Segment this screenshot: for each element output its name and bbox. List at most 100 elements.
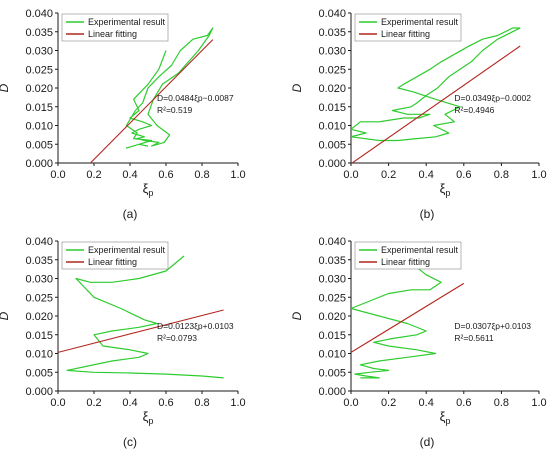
y-tick-label: 0.020 bbox=[318, 83, 346, 95]
y-tick-label: 0.010 bbox=[318, 349, 346, 361]
linear-fit-line bbox=[90, 39, 214, 163]
y-axis-label: D bbox=[0, 83, 11, 92]
y-tick-label: 0.010 bbox=[318, 121, 346, 133]
legend-label-experimental: Experimental result bbox=[88, 245, 166, 255]
fit-r-squared: R²=0.0793 bbox=[157, 333, 197, 343]
y-tick-label: 0.010 bbox=[25, 349, 53, 361]
y-tick-label: 0.015 bbox=[318, 330, 346, 342]
x-axis-label: ξp bbox=[143, 409, 154, 426]
x-tick-label: 0.0 bbox=[343, 397, 358, 409]
x-tick-label: 0.2 bbox=[86, 169, 101, 181]
x-tick-label: 0.2 bbox=[381, 169, 396, 181]
y-tick-label: 0.020 bbox=[25, 311, 53, 323]
y-tick-label: 0.030 bbox=[318, 274, 346, 286]
y-tick-label: 0.035 bbox=[25, 255, 53, 267]
x-tick-label: 1.0 bbox=[531, 397, 546, 409]
y-tick-label: 0.000 bbox=[25, 386, 53, 398]
legend-label-linear: Linear fitting bbox=[381, 29, 430, 39]
y-axis-label: D bbox=[0, 311, 11, 320]
experimental-curve bbox=[351, 255, 446, 379]
experimental-curve bbox=[125, 27, 214, 149]
x-axis-label: ξp bbox=[440, 409, 451, 426]
y-tick-label: 0.005 bbox=[318, 139, 346, 151]
y-tick-label: 0.040 bbox=[318, 236, 346, 248]
y-tick-label: 0.005 bbox=[318, 367, 346, 379]
fit-equation: D=0.0307ξp+0.0103 bbox=[454, 321, 531, 331]
panel-label: (b) bbox=[420, 207, 435, 221]
y-tick-label: 0.015 bbox=[318, 102, 346, 114]
panel-label: (a) bbox=[123, 207, 138, 221]
y-axis-label: D bbox=[290, 311, 304, 320]
x-tick-label: 0.4 bbox=[122, 397, 137, 409]
y-tick-label: 0.000 bbox=[318, 158, 346, 170]
experimental-curve bbox=[351, 27, 521, 142]
fit-r-squared: R²=0.4946 bbox=[454, 105, 494, 115]
y-tick-label: 0.015 bbox=[25, 330, 53, 342]
legend-label-linear: Linear fitting bbox=[381, 257, 430, 267]
y-tick-label: 0.035 bbox=[318, 255, 346, 267]
y-tick-label: 0.035 bbox=[25, 27, 53, 39]
x-tick-label: 1.0 bbox=[230, 397, 245, 409]
x-tick-label: 0.6 bbox=[158, 169, 173, 181]
y-tick-label: 0.030 bbox=[25, 274, 53, 286]
y-tick-label: 0.020 bbox=[318, 311, 346, 323]
experimental-curve bbox=[66, 255, 224, 379]
x-tick-label: 0.4 bbox=[122, 169, 137, 181]
legend-label-experimental: Experimental result bbox=[88, 17, 166, 27]
x-tick-label: 0.0 bbox=[343, 169, 358, 181]
fit-r-squared: R²=0.519 bbox=[157, 105, 192, 115]
x-axis-label: ξp bbox=[440, 181, 451, 198]
y-tick-label: 0.025 bbox=[318, 292, 346, 304]
legend-box bbox=[354, 241, 462, 270]
x-tick-label: 1.0 bbox=[531, 169, 546, 181]
y-tick-label: 0.030 bbox=[25, 46, 53, 58]
y-tick-label: 0.040 bbox=[318, 8, 346, 20]
y-tick-label: 0.015 bbox=[25, 102, 53, 114]
chart-panel-c: 0.0 0.2 0.4 0.6 0.8 1.0 0.000 0.005 0.010 0.015 0.… bbox=[0, 236, 246, 449]
legend-label-linear: Linear fitting bbox=[88, 29, 137, 39]
legend-label-linear: Linear fitting bbox=[88, 257, 137, 267]
x-tick-label: 0.6 bbox=[456, 397, 471, 409]
y-tick-label: 0.025 bbox=[25, 64, 53, 76]
fit-equation: D=0.0123ξp+0.0103 bbox=[157, 321, 234, 331]
chart-panel-b: 0.0 0.2 0.4 0.6 0.8 1.0 0.000 0.005 0.010 0.015 0.… bbox=[290, 8, 547, 221]
y-tick-label: 0.035 bbox=[318, 27, 346, 39]
panel-label: (d) bbox=[420, 435, 435, 449]
y-tick-label: 0.020 bbox=[25, 83, 53, 95]
x-tick-label: 0.4 bbox=[419, 169, 434, 181]
y-tick-label: 0.025 bbox=[318, 64, 346, 76]
x-tick-label: 0.6 bbox=[158, 397, 173, 409]
panel-label: (c) bbox=[123, 435, 137, 449]
x-tick-label: 0.0 bbox=[50, 169, 65, 181]
x-tick-label: 0.8 bbox=[494, 169, 509, 181]
linear-fit-line bbox=[351, 45, 521, 163]
x-tick-label: 0.6 bbox=[456, 169, 471, 181]
x-tick-label: 0.8 bbox=[494, 397, 509, 409]
y-tick-label: 0.000 bbox=[25, 158, 53, 170]
fit-equation: D=0.0484ξp−0.0087 bbox=[157, 93, 234, 103]
x-tick-label: 0.2 bbox=[86, 397, 101, 409]
legend-label-experimental: Experimental result bbox=[381, 17, 459, 27]
chart-panel-d: 0.0 0.2 0.4 0.6 0.8 1.0 0.000 0.005 0.010 0.015 0.… bbox=[290, 236, 547, 449]
x-tick-label: 1.0 bbox=[230, 169, 245, 181]
legend-label-experimental: Experimental result bbox=[381, 245, 459, 255]
legend-box bbox=[61, 13, 169, 42]
linear-fit-line bbox=[58, 309, 224, 353]
linear-fit-line bbox=[351, 282, 465, 353]
chart-panel-a: 0.0 0.2 0.4 0.6 0.8 1.0 0.000 0.005 0.010 0.015 0.… bbox=[0, 8, 246, 221]
x-tick-label: 0.4 bbox=[419, 397, 434, 409]
y-axis-label: D bbox=[290, 83, 304, 92]
y-tick-label: 0.010 bbox=[25, 121, 53, 133]
fit-r-squared: R²=0.5611 bbox=[454, 333, 494, 343]
y-tick-label: 0.040 bbox=[25, 8, 53, 20]
y-tick-label: 0.025 bbox=[25, 292, 53, 304]
x-tick-label: 0.2 bbox=[381, 397, 396, 409]
y-tick-label: 0.030 bbox=[318, 46, 346, 58]
x-axis-label: ξp bbox=[143, 181, 154, 198]
y-tick-label: 0.005 bbox=[25, 367, 53, 379]
y-tick-label: 0.005 bbox=[25, 139, 53, 151]
legend-box bbox=[61, 241, 169, 270]
y-tick-label: 0.000 bbox=[318, 386, 346, 398]
fit-equation: D=0.0349ξp−0.0002 bbox=[454, 93, 531, 103]
